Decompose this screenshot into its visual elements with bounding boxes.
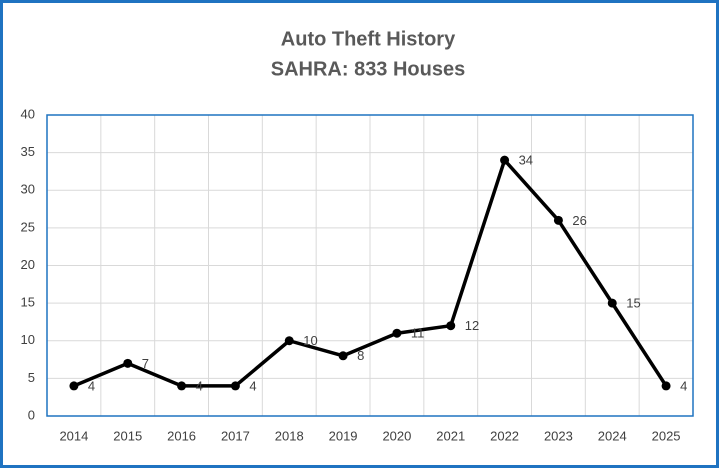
data-label: 15 [626,296,640,311]
point [230,381,240,391]
x-tick-label: 2022 [490,428,519,443]
point [500,155,510,165]
y-tick-label: 20 [21,257,35,272]
y-tick-label: 5 [28,370,35,385]
y-tick-label: 10 [21,332,35,347]
point [392,328,402,338]
point [553,215,563,225]
y-tick-label: 25 [21,219,35,234]
x-tick-label: 2016 [167,428,196,443]
point [177,381,187,391]
x-tick-label: 2017 [221,428,250,443]
y-tick-label: 40 [21,106,35,121]
x-tick-label: 2019 [329,428,358,443]
x-tick-label: 2025 [652,428,681,443]
data-label: 34 [519,153,533,168]
x-tick-label: 2014 [59,428,88,443]
point [123,358,133,368]
chart-title: Auto Theft History [281,28,456,50]
x-tick-label: 2024 [598,428,627,443]
chart-subtitle: SAHRA: 833 Houses [271,58,466,80]
x-tick-label: 2021 [436,428,465,443]
data-label: 4 [88,378,95,393]
x-tick-label: 2018 [275,428,304,443]
x-tick-label: 2023 [544,428,573,443]
x-tick-label: 2015 [113,428,142,443]
point [661,381,671,391]
y-tick-label: 30 [21,182,35,197]
point [69,381,79,391]
data-label: 4 [196,378,203,393]
y-tick-label: 15 [21,295,35,310]
point [607,298,617,308]
plot-border [46,114,694,417]
data-label: 4 [680,378,687,393]
data-label: 10 [303,333,317,348]
y-tick-label: 0 [28,407,35,422]
y-tick-label: 35 [21,144,35,159]
data-label: 12 [465,318,479,333]
point [446,321,456,331]
line [73,158,668,388]
data-label: 8 [357,348,364,363]
data-label: 11 [411,326,425,341]
x-tick-label: 2020 [382,428,411,443]
data-label: 26 [572,213,586,228]
data-label: 7 [142,356,149,371]
point [284,336,294,346]
data-label: 4 [249,378,256,393]
point [338,351,348,361]
